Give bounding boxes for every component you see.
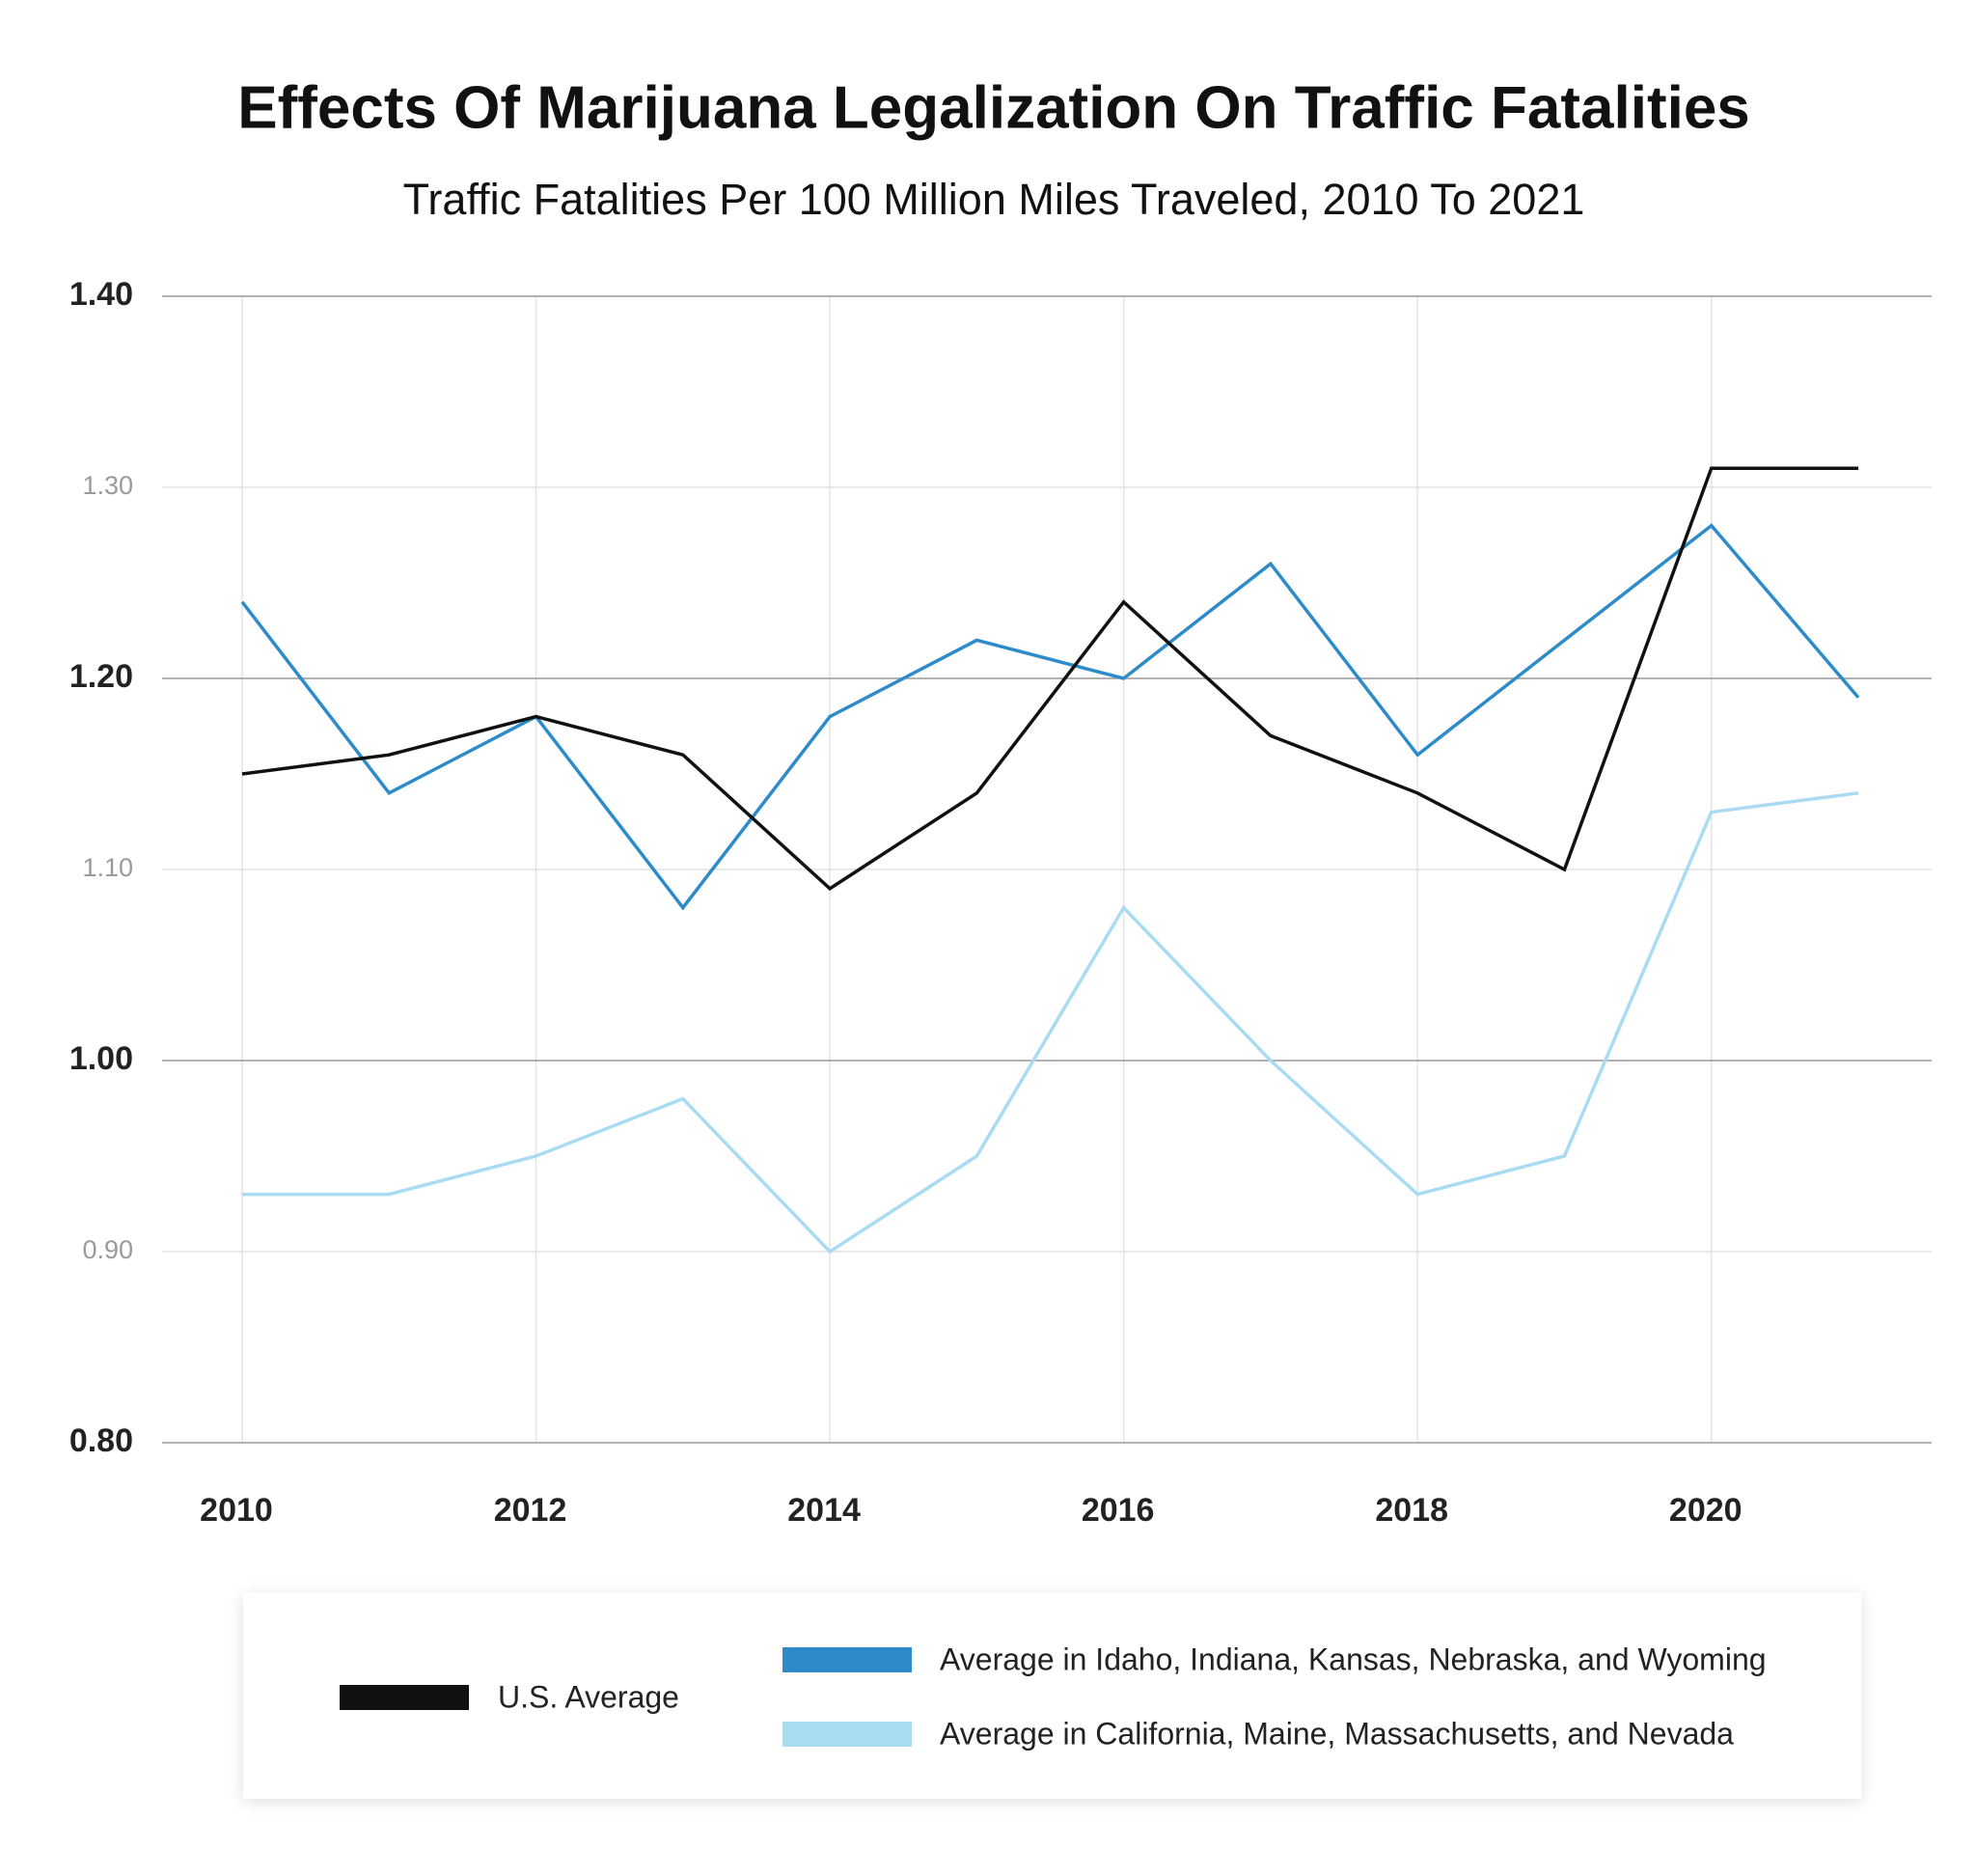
line: [240, 523, 1860, 911]
line: [241, 466, 1858, 892]
y-tick-label: 0.80: [69, 1422, 133, 1459]
x-tick-label: 2016: [1082, 1492, 1155, 1529]
legend-label: U.S. Average: [498, 1679, 679, 1714]
legend-swatch: [782, 1722, 912, 1747]
y-tick-label: 1.00: [69, 1040, 133, 1077]
y-tick-label: 1.10: [82, 853, 133, 882]
legend-box: [243, 1592, 1861, 1799]
legend-swatch: [340, 1685, 469, 1710]
x-tick-label: 2020: [1669, 1492, 1743, 1529]
x-tick-label: 2018: [1375, 1492, 1448, 1529]
x-tick-label: 2010: [200, 1492, 273, 1529]
x-tick-label: 2014: [787, 1492, 861, 1529]
y-tick-label: 1.30: [82, 471, 133, 500]
legend-swatch: [782, 1647, 912, 1672]
chart-title: Effects Of Marijuana Legalization On Tra…: [237, 74, 1750, 141]
y-tick-label: 0.90: [82, 1235, 133, 1264]
y-tick-label: 1.40: [69, 276, 133, 313]
legend-label: Average in Idaho, Indiana, Kansas, Nebra…: [940, 1642, 1767, 1676]
legend-label: Average in California, Maine, Massachuse…: [940, 1716, 1734, 1751]
line: [242, 791, 1859, 1255]
chart-subtitle: Traffic Fatalities Per 100 Million Miles…: [403, 175, 1585, 224]
y-tick-label: 1.20: [69, 658, 133, 695]
x-tick-label: 2012: [494, 1492, 567, 1529]
